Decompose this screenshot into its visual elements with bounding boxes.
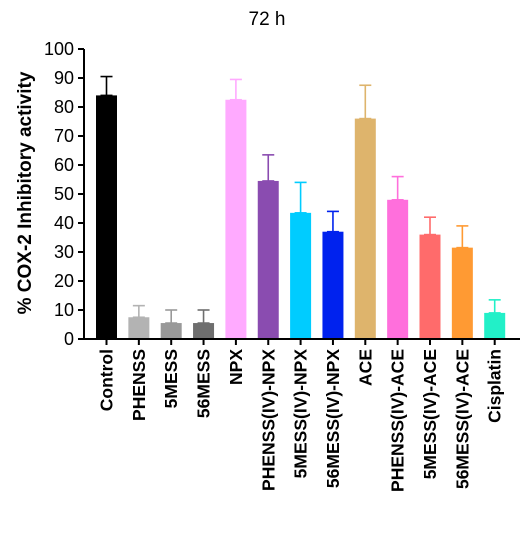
bar [354,118,376,339]
bar [257,180,279,339]
error-bar [294,181,307,214]
error-bar [165,309,178,324]
error-bar [100,75,113,97]
bar [419,234,441,339]
x-tick-label: PHENSS(IV)-NPX [258,349,278,491]
y-tick-label: 20 [54,271,74,291]
y-tick-label: 50 [54,184,74,204]
bar [451,247,473,339]
x-tick-label: 56MESS [194,349,214,418]
y-axis-label: % COX-2 Inhibitory activity [15,71,36,314]
y-tick-label: 0 [64,329,74,349]
y-tick-label: 80 [54,97,74,117]
y-tick-label: 70 [54,126,74,146]
error-bar [391,175,404,201]
y-tick-label: 90 [54,68,74,88]
error-bar [229,78,242,101]
bar [484,312,506,339]
bar [387,199,409,339]
error-bar [326,210,339,233]
bar [160,323,182,339]
x-tick-label: NPX [226,349,246,385]
bar [193,323,215,339]
bars [96,75,506,340]
bar [128,317,150,339]
x-tick-label: PHENSS(IV)-ACE [388,349,408,492]
x-tick-label: 5MESS(IV)-NPX [291,349,311,479]
x-tick-label: 5MESS(IV)-ACE [420,349,440,479]
error-bar [424,216,436,236]
y-axis-ticks: 0 10 20 30 40 50 60 70 80 90 100 [44,39,84,349]
error-bar [359,84,372,120]
bar [96,95,117,340]
x-tick-label: ACE [355,349,375,386]
error-bar [456,225,469,249]
bar [225,99,247,339]
y-tick-label: 30 [54,242,74,262]
error-bar [488,299,501,314]
y-tick-label: 10 [54,300,74,320]
x-tick-label: Cisplatin [485,349,505,423]
x-axis-tick-labels: Control PHENSS 5MESS 56MESS NPX PHENSS(IV)-NP… [97,339,505,492]
y-tick-label: 60 [54,155,74,175]
x-tick-label: PHENSS [129,349,149,421]
x-tick-label: Control [97,349,117,411]
x-tick-label: 5MESS [161,349,181,408]
chart-title: 72 h [249,9,286,30]
error-bar [197,309,210,324]
bar [322,231,344,339]
bar [290,212,312,339]
error-bar [132,304,145,319]
x-tick-label: 56MESS(IV)-ACE [452,349,472,489]
y-tick-label: 100 [44,39,74,59]
x-tick-label: 56MESS(IV)-NPX [323,349,343,488]
error-bar [262,154,275,182]
y-tick-label: 40 [54,213,74,233]
